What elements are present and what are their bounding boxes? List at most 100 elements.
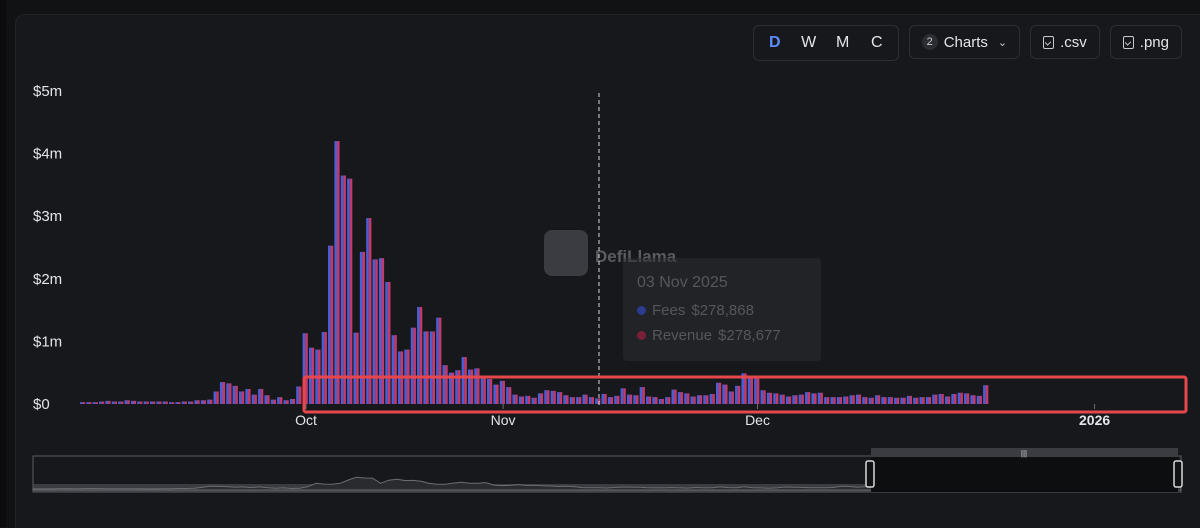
- revenue-bar[interactable]: [655, 397, 658, 404]
- revenue-bar[interactable]: [356, 332, 359, 404]
- revenue-bar[interactable]: [591, 397, 594, 404]
- revenue-bar[interactable]: [712, 393, 715, 404]
- slider-selected-window[interactable]: [871, 456, 1178, 492]
- fees-bar[interactable]: [900, 397, 904, 404]
- fees-bar[interactable]: [423, 331, 427, 404]
- fees-bar[interactable]: [525, 395, 528, 404]
- fees-bar[interactable]: [162, 401, 166, 405]
- fees-bar[interactable]: [875, 395, 878, 404]
- revenue-bar[interactable]: [623, 388, 626, 404]
- revenue-bar[interactable]: [496, 384, 499, 404]
- revenue-bar[interactable]: [724, 384, 728, 404]
- fees-bar[interactable]: [938, 393, 942, 404]
- fees-bar[interactable]: [99, 401, 102, 405]
- revenue-bar[interactable]: [922, 397, 925, 404]
- fees-bar[interactable]: [779, 394, 783, 404]
- revenue-bar[interactable]: [292, 398, 296, 404]
- fees-bar[interactable]: [448, 372, 452, 404]
- revenue-bar[interactable]: [114, 401, 117, 405]
- fees-bar[interactable]: [862, 397, 865, 404]
- range-slider[interactable]: |||: [32, 448, 1183, 493]
- fees-bar[interactable]: [531, 397, 535, 404]
- fees-bar[interactable]: [372, 259, 376, 404]
- fees-bar[interactable]: [213, 391, 217, 404]
- fees-bar[interactable]: [111, 401, 115, 405]
- download-csv-button[interactable]: .csv: [1030, 25, 1100, 59]
- revenue-bar[interactable]: [788, 396, 792, 404]
- revenue-bar[interactable]: [648, 396, 652, 404]
- revenue-bar[interactable]: [699, 395, 703, 404]
- revenue-bar[interactable]: [973, 395, 976, 404]
- fees-bar[interactable]: [302, 333, 306, 404]
- revenue-bar[interactable]: [731, 391, 734, 404]
- fees-bar[interactable]: [143, 401, 147, 405]
- fees-bar[interactable]: [474, 368, 477, 404]
- fees-bar[interactable]: [843, 396, 846, 404]
- fees-bar[interactable]: [760, 390, 764, 404]
- revenue-bar[interactable]: [88, 402, 92, 404]
- fees-bar[interactable]: [226, 383, 229, 404]
- fees-bar[interactable]: [289, 398, 293, 404]
- revenue-bar[interactable]: [305, 333, 308, 404]
- fees-bar[interactable]: [588, 397, 592, 404]
- revenue-bar[interactable]: [483, 375, 486, 404]
- fees-bar[interactable]: [442, 365, 446, 404]
- fees-bar[interactable]: [118, 401, 121, 405]
- fees-bar[interactable]: [296, 386, 299, 404]
- fees-bar[interactable]: [200, 400, 204, 404]
- revenue-bar[interactable]: [432, 331, 435, 404]
- fees-bar[interactable]: [181, 401, 185, 405]
- revenue-bar[interactable]: [801, 394, 804, 404]
- revenue-bar[interactable]: [852, 395, 855, 404]
- revenue-bar[interactable]: [445, 365, 448, 404]
- fees-bar[interactable]: [557, 392, 560, 404]
- fees-bar[interactable]: [347, 178, 350, 404]
- revenue-bar[interactable]: [279, 397, 283, 404]
- fees-bar[interactable]: [754, 377, 757, 404]
- revenue-bar[interactable]: [604, 393, 607, 404]
- revenue-bar[interactable]: [953, 393, 957, 404]
- fees-bar[interactable]: [951, 393, 954, 404]
- fees-bar[interactable]: [671, 389, 675, 404]
- revenue-bar[interactable]: [426, 331, 429, 404]
- revenue-bar[interactable]: [82, 402, 86, 404]
- fees-bar[interactable]: [385, 281, 388, 404]
- revenue-bar[interactable]: [572, 397, 575, 404]
- revenue-bar[interactable]: [839, 397, 843, 404]
- revenue-bar[interactable]: [133, 400, 137, 404]
- fees-bar[interactable]: [690, 396, 694, 404]
- revenue-bar[interactable]: [540, 393, 544, 404]
- fees-bar[interactable]: [798, 394, 802, 404]
- fees-bar[interactable]: [696, 395, 700, 404]
- fees-bar[interactable]: [576, 397, 579, 404]
- revenue-bar[interactable]: [457, 370, 461, 404]
- revenue-bar[interactable]: [896, 397, 900, 404]
- fees-bar[interactable]: [461, 357, 465, 404]
- revenue-bar[interactable]: [476, 368, 480, 404]
- revenue-bar[interactable]: [826, 397, 830, 404]
- fees-bar[interactable]: [194, 400, 198, 404]
- revenue-bar[interactable]: [845, 396, 849, 404]
- fees-bar[interactable]: [976, 395, 980, 404]
- revenue-bar[interactable]: [534, 397, 537, 404]
- fees-bar[interactable]: [410, 327, 414, 404]
- revenue-bar[interactable]: [915, 397, 919, 404]
- revenue-bar[interactable]: [158, 401, 162, 405]
- fees-bar[interactable]: [563, 395, 566, 404]
- fees-bar[interactable]: [487, 378, 490, 404]
- revenue-bar[interactable]: [247, 388, 251, 404]
- revenue-bar[interactable]: [578, 397, 582, 404]
- fees-bar[interactable]: [836, 397, 840, 404]
- revenue-bar[interactable]: [502, 380, 505, 404]
- revenue-bar[interactable]: [228, 383, 232, 404]
- download-png-button[interactable]: .png: [1109, 25, 1182, 59]
- revenue-bar[interactable]: [744, 373, 747, 404]
- revenue-bar[interactable]: [254, 394, 257, 404]
- revenue-bar[interactable]: [635, 395, 639, 404]
- revenue-bar[interactable]: [101, 401, 105, 405]
- revenue-bar[interactable]: [413, 327, 416, 404]
- revenue-bar[interactable]: [820, 392, 823, 404]
- revenue-bar[interactable]: [298, 386, 302, 404]
- revenue-bar[interactable]: [693, 396, 696, 404]
- fees-bar[interactable]: [639, 387, 643, 404]
